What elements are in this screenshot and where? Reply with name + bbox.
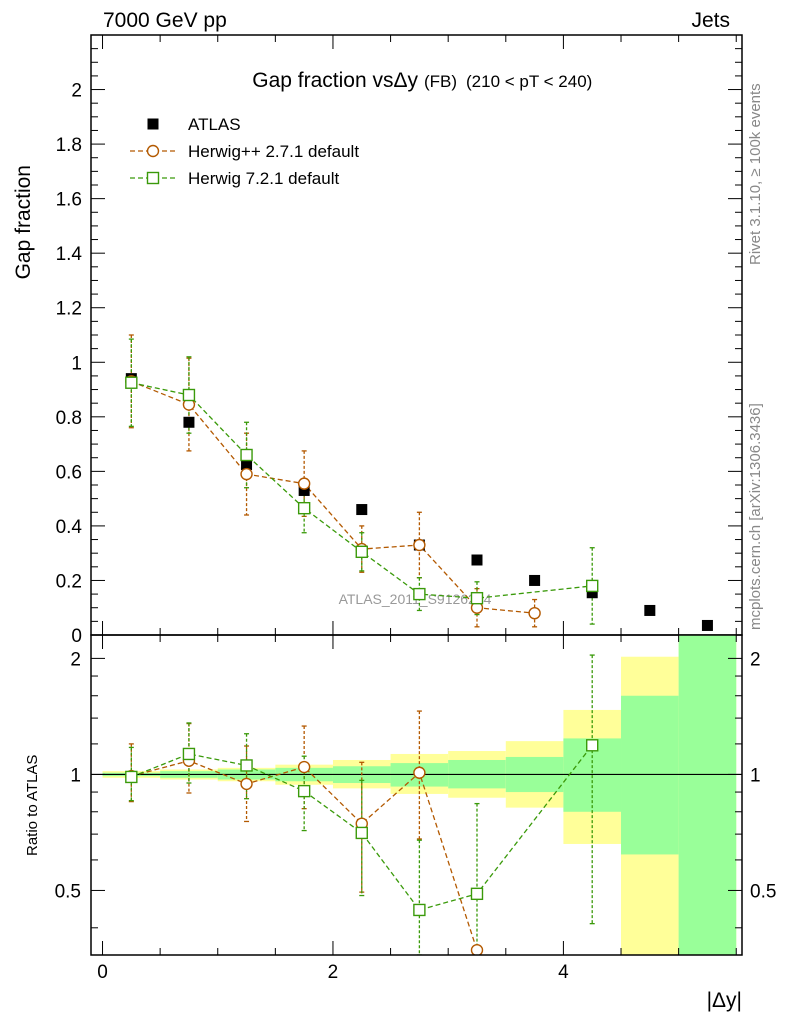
main-point-series-1	[413, 538, 426, 552]
legend-label: Herwig 7.2.1 default	[188, 169, 339, 188]
x-axis-label: |Δy|	[707, 989, 742, 1012]
main-line-series-1	[131, 380, 535, 614]
ratio-frame	[90, 634, 743, 956]
ratio-point-series-2	[586, 739, 599, 752]
main-ytick-label: 1.8	[56, 135, 82, 156]
x-tick-labels: 0 2 4	[97, 962, 569, 983]
ratio-point-series-2	[355, 826, 368, 840]
main-ytick-label: 1.6	[56, 190, 82, 211]
main-point-series-0	[644, 604, 656, 616]
main-point-series-1	[240, 467, 253, 481]
ratio-point-series-2	[297, 784, 311, 798]
main-point-series-0	[298, 484, 310, 496]
main-point-series-0	[241, 459, 253, 471]
ratio-ticks: 0.5 0.5 1 1 2 2	[55, 635, 776, 955]
main-ytick-label: 0.8	[56, 408, 82, 429]
ratio-ytick-label-left: 1	[70, 765, 81, 786]
ratio-panel: 0.5 0.5 1 1 2 2 Ratio to ATLAS 0 2 4 |Δy|	[24, 634, 776, 1012]
x-tick-label: 0	[97, 962, 108, 983]
main-point-series-0	[529, 574, 541, 586]
ratio-point-series-1	[240, 777, 253, 791]
main-ytick-label: 2	[71, 81, 82, 102]
ratio-bands	[102, 635, 737, 955]
header-right: Jets	[691, 9, 730, 32]
main-point-series-0	[471, 554, 483, 566]
main-point-series-0	[183, 416, 195, 428]
svg-text:Gap fraction: Gap fraction	[12, 165, 35, 279]
legend-marker	[146, 171, 160, 185]
ratio-ytick-label-left: 2	[70, 649, 81, 670]
ratio-point-series-2	[413, 903, 426, 917]
main-point-series-2	[470, 591, 484, 605]
main-point-series-2	[355, 545, 368, 559]
legend-marker	[146, 144, 160, 158]
ratio-point-series-2	[470, 887, 484, 901]
ratio-ytick-label-right: 2	[750, 649, 761, 670]
header-left: 7000 GeV pp	[103, 9, 227, 32]
rivet-label: Rivet 3.1.10, ≥ 100k events	[747, 83, 764, 265]
main-point-series-2	[586, 579, 599, 593]
mcplots-label: mcplots.cern.ch [arXiv:1306.3436]	[747, 403, 764, 630]
main-point-series-1	[297, 477, 311, 490]
ratio-point-series-2	[125, 770, 138, 784]
ratio-y-axis-label: Ratio to ATLAS	[24, 755, 41, 856]
main-series	[125, 334, 713, 631]
legend: ATLAS Herwig++ 2.7.1 default Herwig 7.2.1 …	[130, 115, 359, 188]
ratio-point-series-2	[240, 759, 253, 772]
main-ticks: 0 0.2 0.4 0.6 0.8 1 1.2 1.4 1.6 1.8 2	[56, 35, 742, 647]
main-ytick-label: 1.2	[56, 299, 82, 320]
main-point-series-0	[701, 619, 713, 631]
band-yellow-lower	[621, 854, 679, 955]
main-point-series-0	[356, 504, 368, 516]
ratio-point-series-2	[182, 747, 196, 761]
ratio-ytick-label-right: 1	[750, 765, 761, 786]
title-suffix: (FB)	[424, 72, 457, 91]
ratio-point-series-1	[413, 766, 426, 779]
main-ytick-label: 0	[71, 626, 82, 647]
main-panel: Gap fraction Gap fraction vsΔy (FB) (210…	[12, 34, 743, 647]
x-tick-label: 4	[558, 962, 569, 983]
main-point-series-2	[125, 376, 138, 389]
main-ytick-label: 0.4	[56, 517, 83, 538]
main-ytick-label: 0.2	[56, 571, 82, 592]
main-point-series-1	[528, 606, 541, 620]
main-line-series-2	[131, 382, 593, 599]
legend-label: ATLAS	[188, 115, 241, 134]
main-point-series-2	[413, 587, 426, 601]
ratio-point-series-1	[470, 943, 484, 955]
ratio-ytick-label-left: 0.5	[55, 881, 81, 902]
main-point-series-2	[182, 388, 196, 402]
ratio-ytick-label-right: 0.5	[750, 881, 776, 902]
x-tick-label: 2	[328, 962, 339, 983]
main-y-axis-label: Gap fraction	[12, 165, 35, 279]
legend-marker	[147, 118, 159, 130]
ratio-series	[125, 654, 599, 955]
main-point-series-2	[297, 501, 311, 515]
title-main: Gap fraction vsΔy	[252, 69, 418, 92]
ratio-point-series-1	[297, 760, 311, 774]
main-ytick-label: 1	[71, 353, 82, 374]
main-ytick-label: 1.4	[56, 244, 83, 265]
main-title: Gap fraction vsΔy (FB) (210 < pT < 240)	[252, 69, 592, 92]
main-point-series-0	[586, 587, 598, 599]
main-ytick-label: 0.6	[56, 462, 82, 483]
svg-text:Ratio to ATLAS: Ratio to ATLAS	[24, 755, 41, 856]
legend-label: Herwig++ 2.7.1 default	[188, 142, 359, 161]
ratio-line-series-2	[131, 744, 593, 911]
main-point-series-2	[240, 448, 253, 462]
title-cut: (210 < pT < 240)	[466, 72, 592, 91]
band-green	[678, 635, 737, 955]
